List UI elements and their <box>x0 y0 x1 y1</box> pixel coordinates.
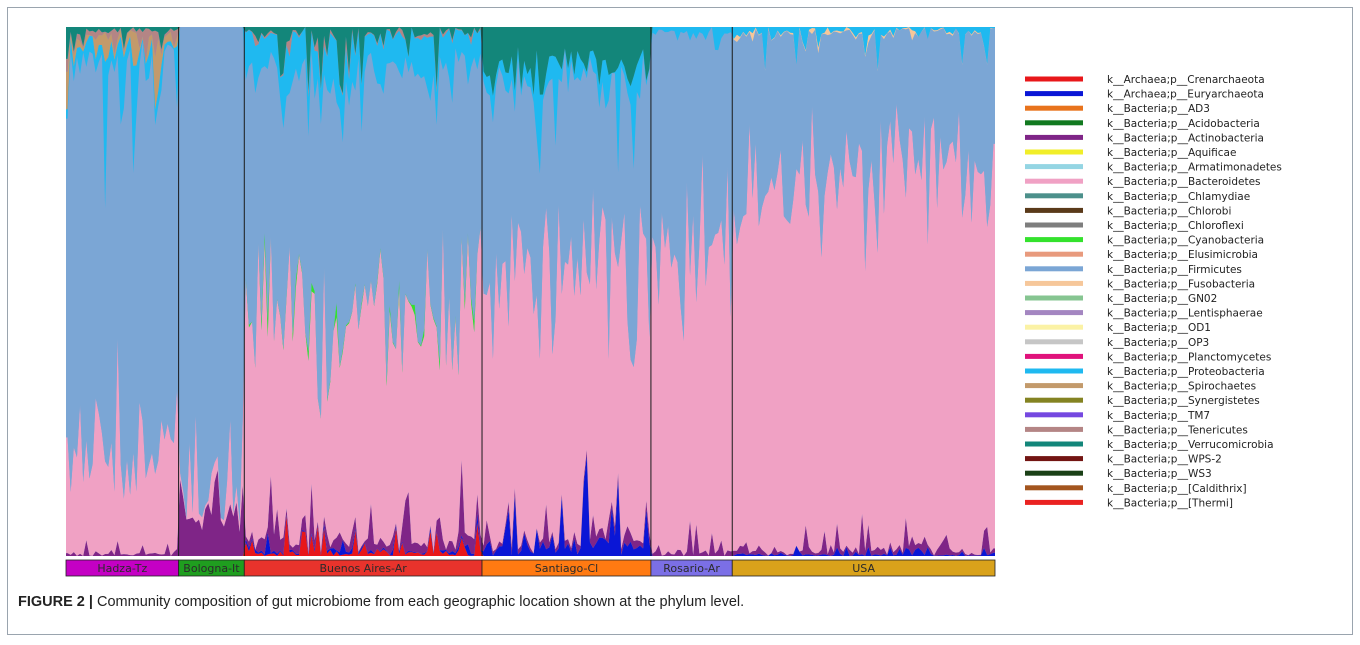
legend-label-archaea-euryarchaeota: k__Archaea;p__Euryarchaeota <box>1107 89 1264 101</box>
legend-label-archaea-crenarchaeota: k__Archaea;p__Crenarchaeota <box>1107 74 1265 86</box>
group-label-buenos-aires-ar: Buenos Aires-Ar <box>319 562 407 575</box>
legend-label-bacteria-tenericutes: k__Bacteria;p__Tenericutes <box>1107 424 1248 436</box>
group-label-usa: USA <box>852 562 875 575</box>
legend-swatch-bacteria-elusimicrobia <box>1025 251 1083 257</box>
legend-swatch-bacteria-verrucomicrobia <box>1025 441 1083 447</box>
legend-label-bacteria-cyanobacteria: k__Bacteria;p__Cyanobacteria <box>1107 235 1264 247</box>
legend-swatch-bacteria-chlamydiae <box>1025 193 1083 199</box>
group-bar: Hadza-Tz Bologna-It Buenos Aires-Ar Santiag… <box>65 559 996 577</box>
legend-swatch-bacteria-cyanobacteria <box>1025 237 1083 243</box>
legend-label-bacteria-elusimicrobia: k__Bacteria;p__Elusimicrobia <box>1107 249 1258 261</box>
legend-label-bacteria-gn02: k__Bacteria;p__GN02 <box>1107 293 1217 305</box>
plot-area <box>66 27 995 556</box>
legend-label-bacteria-acidobacteria: k__Bacteria;p__Acidobacteria <box>1107 118 1260 130</box>
legend-swatch-bacteria-firmicutes <box>1025 266 1083 272</box>
legend-swatch-bacteria-od1 <box>1025 324 1083 330</box>
legend-label-bacteria-synergistetes: k__Bacteria;p__Synergistetes <box>1107 395 1260 407</box>
legend-label-bacteria-od1: k__Bacteria;p__OD1 <box>1107 322 1211 334</box>
legend-swatch-bacteria-tm7 <box>1025 412 1083 418</box>
legend-label-bacteria-lentisphaerae: k__Bacteria;p__Lentisphaerae <box>1107 308 1263 320</box>
figure-label: FIGURE 2 | <box>18 594 93 610</box>
figure-caption: FIGURE 2 | Community composition of gut … <box>18 594 744 610</box>
legend-label-bacteria-op3: k__Bacteria;p__OP3 <box>1107 337 1209 349</box>
legend-swatch-bacteria-spirochaetes <box>1025 383 1083 389</box>
legend-label-bacteria-caldithrix: k__Bacteria;p__[Caldithrix] <box>1107 483 1247 495</box>
area-bacteria-proteobacteria <box>66 27 995 209</box>
legend: k__Archaea;p__Crenarchaeota k__Archaea;p_… <box>1025 74 1282 509</box>
legend-swatch-archaea-euryarchaeota <box>1025 91 1083 97</box>
legend-label-bacteria-aquificae: k__Bacteria;p__Aquificae <box>1107 147 1236 159</box>
legend-label-bacteria-tm7: k__Bacteria;p__TM7 <box>1107 410 1210 422</box>
legend-label-bacteria-bacteroidetes: k__Bacteria;p__Bacteroidetes <box>1107 176 1261 188</box>
legend-swatch-bacteria-synergistetes <box>1025 397 1083 403</box>
legend-label-bacteria-wps-2: k__Bacteria;p__WPS-2 <box>1107 454 1222 466</box>
legend-swatch-bacteria-bacteroidetes <box>1025 178 1083 184</box>
legend-label-bacteria-firmicutes: k__Bacteria;p__Firmicutes <box>1107 264 1242 276</box>
legend-swatch-bacteria-caldithrix <box>1025 485 1083 491</box>
legend-label-bacteria-chloroflexi: k__Bacteria;p__Chloroflexi <box>1107 220 1244 232</box>
legend-swatch-bacteria-lentisphaerae <box>1025 310 1083 316</box>
legend-label-bacteria-ws3: k__Bacteria;p__WS3 <box>1107 468 1212 480</box>
legend-label-bacteria-ad3: k__Bacteria;p__AD3 <box>1107 103 1210 115</box>
figure-frame <box>7 7 1353 635</box>
legend-swatch-bacteria-armatimonadetes <box>1025 164 1083 170</box>
group-dividers <box>178 27 733 556</box>
legend-label-bacteria-armatimonadetes: k__Bacteria;p__Armatimonadetes <box>1107 162 1282 174</box>
group-label-bologna-it: Bologna-It <box>183 562 240 575</box>
group-label-santiago-cl: Santiago-Cl <box>535 562 598 575</box>
legend-swatch-bacteria-wps-2 <box>1025 456 1083 462</box>
group-label-hadza-tz: Hadza-Tz <box>97 562 147 575</box>
legend-swatch-bacteria-tenericutes <box>1025 426 1083 432</box>
group-label-rosario-ar: Rosario-Ar <box>663 562 720 575</box>
legend-swatch-bacteria-ad3 <box>1025 105 1083 111</box>
figure-caption-text: Community composition of gut microbiome … <box>92 594 745 610</box>
legend-label-bacteria-proteobacteria: k__Bacteria;p__Proteobacteria <box>1107 366 1265 378</box>
legend-swatch-bacteria-chlorobi <box>1025 207 1083 213</box>
legend-swatch-bacteria-planctomycetes <box>1025 353 1083 359</box>
legend-swatch-bacteria-op3 <box>1025 339 1083 345</box>
group-bar-usa <box>731 559 996 577</box>
legend-swatch-archaea-crenarchaeota <box>1025 76 1083 82</box>
legend-label-bacteria-planctomycetes: k__Bacteria;p__Planctomycetes <box>1107 351 1271 363</box>
legend-label-bacteria-verrucomicrobia: k__Bacteria;p__Verrucomicrobia <box>1107 439 1274 451</box>
legend-label-bacteria-fusobacteria: k__Bacteria;p__Fusobacteria <box>1107 278 1255 290</box>
legend-swatch-bacteria-thermi <box>1025 499 1083 505</box>
legend-label-bacteria-actinobacteria: k__Bacteria;p__Actinobacteria <box>1107 132 1264 144</box>
legend-swatch-bacteria-fusobacteria <box>1025 280 1083 286</box>
area-bacteria-firmicutes <box>66 27 995 522</box>
legend-swatch-bacteria-chloroflexi <box>1025 222 1083 228</box>
legend-label-bacteria-spirochaetes: k__Bacteria;p__Spirochaetes <box>1107 381 1256 393</box>
area-bacteria-verrucomicrobia <box>66 27 995 96</box>
legend-swatch-bacteria-gn02 <box>1025 295 1083 301</box>
legend-swatch-bacteria-ws3 <box>1025 470 1083 476</box>
legend-label-bacteria-thermi: k__Bacteria;p__[Thermi] <box>1107 497 1233 509</box>
legend-swatch-bacteria-proteobacteria <box>1025 368 1083 374</box>
legend-label-bacteria-chlorobi: k__Bacteria;p__Chlorobi <box>1107 205 1231 217</box>
legend-swatch-bacteria-aquificae <box>1025 149 1083 155</box>
area-bacteria-bacteroidetes <box>66 103 995 556</box>
legend-label-bacteria-chlamydiae: k__Bacteria;p__Chlamydiae <box>1107 191 1250 203</box>
legend-swatch-bacteria-acidobacteria <box>1025 120 1083 126</box>
legend-swatch-bacteria-actinobacteria <box>1025 134 1083 140</box>
